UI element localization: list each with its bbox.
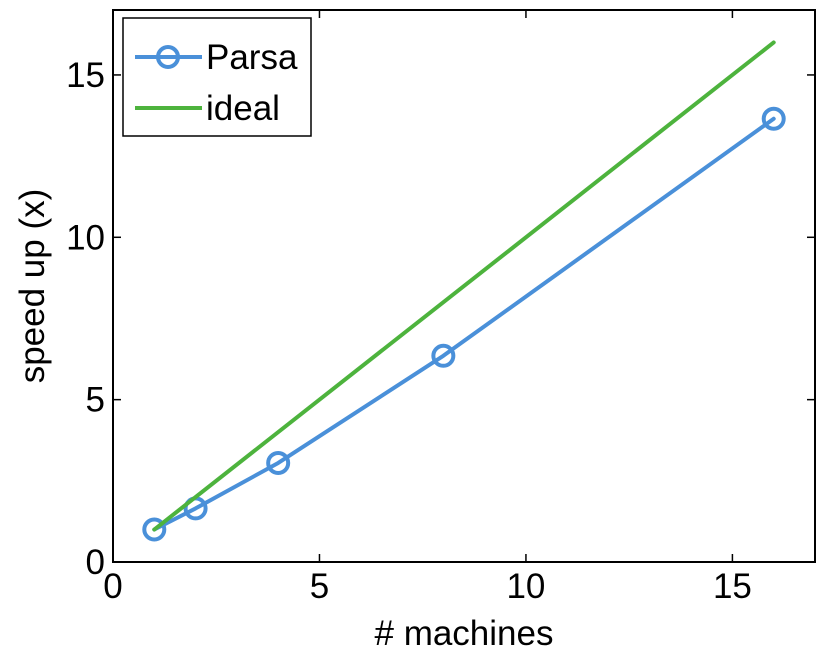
plot-area-frame xyxy=(112,9,816,563)
series-line-parsa xyxy=(152,116,776,532)
legend-label-parsa: Parsa xyxy=(206,38,298,77)
y-axis-title: speed up (x) xyxy=(13,189,52,384)
data-point-parsa xyxy=(761,106,786,131)
y-tick-label: 15 xyxy=(66,56,105,95)
legend-box xyxy=(122,17,312,137)
series-layer xyxy=(142,40,786,542)
tick-layer: 0 5 10 15 0 5 10 15 xyxy=(66,10,815,606)
y-tick-label: 5 xyxy=(86,381,105,420)
legend: Parsa ideal xyxy=(122,17,312,137)
legend-label-ideal: ideal xyxy=(206,89,280,128)
y-tick-label: 10 xyxy=(66,218,105,257)
data-point-parsa xyxy=(266,450,291,475)
x-axis-title: # machines xyxy=(375,614,554,653)
data-point-parsa xyxy=(142,517,167,542)
x-tick-label: 15 xyxy=(713,567,752,606)
data-point-parsa xyxy=(431,343,456,368)
y-tick-label: 0 xyxy=(86,543,105,582)
x-tick-label: 5 xyxy=(310,567,329,606)
legend-parsa-marker xyxy=(156,45,180,69)
series-line-ideal xyxy=(152,40,776,532)
x-tick-label: 10 xyxy=(506,567,545,606)
x-tick-label: 0 xyxy=(103,567,122,606)
